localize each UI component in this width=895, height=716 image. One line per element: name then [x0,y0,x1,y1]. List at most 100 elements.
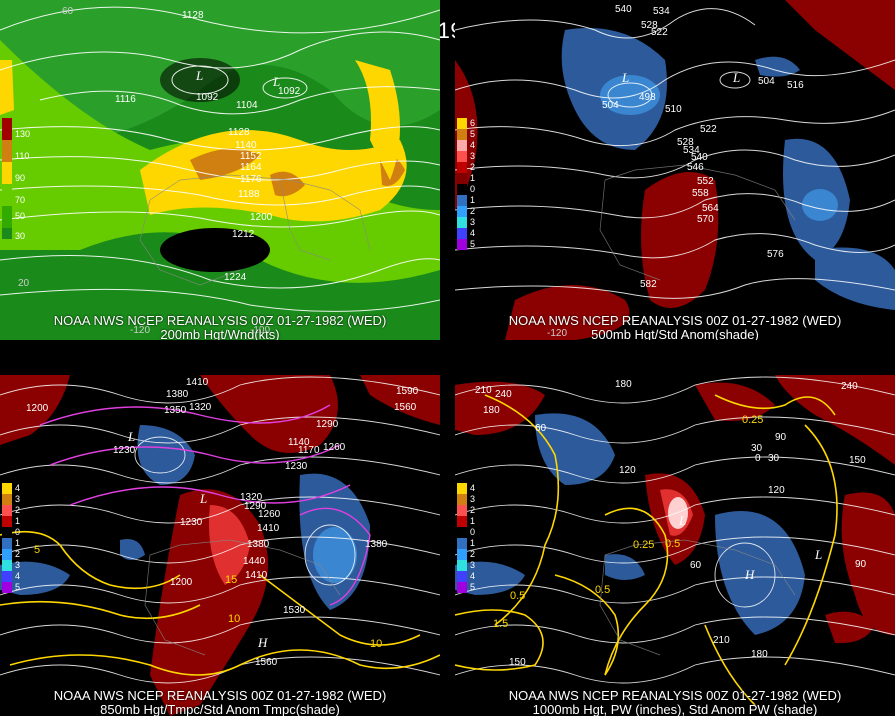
contour-label: 1380 [166,389,189,400]
legend-label: 70 [15,195,26,205]
legend-label: 3 [15,560,21,570]
map-500mb: L L -120 540 534 528 522 504 498 510 504… [455,0,895,340]
high-symbol: H [744,567,755,582]
map-1000mb: L H L 180 240 210 180 150 120 90 60 30 0… [455,375,895,716]
legend-label: 4 [15,483,21,493]
panel-caption: NOAA NWS NCEP REANALYSIS 00Z 01-27-1982 … [508,313,842,328]
map-850mb: L L H 1410 1380 1350 1320 1290 1260 1230… [0,375,440,716]
contour-label: 1380 [247,539,270,550]
contour-label: 1200 [170,577,193,588]
low-symbol: L [678,513,686,528]
legend-label: 4 [15,571,21,581]
contour-label: 30 [751,443,763,454]
legend-label: 1 [470,173,476,183]
contour-label: 1128 [182,10,204,21]
legend-label: 0 [470,184,476,194]
panel-caption: NOAA NWS NCEP REANALYSIS 00Z 01-27-1982 … [53,688,387,703]
contour-label: 552 [697,176,714,187]
low-symbol: L [199,491,207,506]
contour-label: 120 [619,465,636,476]
contour-label: 504 [602,100,619,111]
legend-label: 4 [470,483,476,493]
temp-label: 10 [228,613,240,625]
contour-label: 498 [639,92,656,103]
contour-label: 540 [691,152,708,163]
legend-label: 130 [15,129,31,139]
pw-label: 0.5 [510,590,525,602]
pw-label: 0.5 [665,538,680,550]
contour-label: 60 [690,560,702,571]
legend-label: 2 [470,206,476,216]
lat-label: 60 [62,6,74,17]
legend-label: 50 [15,211,26,221]
legend-label: 5 [470,239,476,249]
low-symbol: L [195,68,203,83]
legend-label: 3 [470,494,476,504]
legend-label: 1 [15,516,21,526]
panel-500mb-height-anomaly: L L -120 540 534 528 522 504 498 510 504… [455,0,895,340]
contour-label: 240 [841,381,858,392]
contour-label: 1230 [180,517,203,528]
contour-label: 0 [755,453,761,464]
contour-label: 180 [483,405,500,416]
contour-label: 1410 [257,523,280,534]
low-symbol: L [621,70,629,85]
contour-label: 1200 [250,212,273,223]
panel-subcaption: 850mb Hgt/Tmpc/Std Anom Tmpc(shade) [100,702,340,716]
contour-label: 1410 [245,570,268,581]
legend-label: 110 [15,151,30,161]
contour-label: 510 [665,104,682,115]
contour-label: 1224 [224,272,247,283]
legend-label: 3 [470,560,476,570]
legend-swatch [2,118,12,129]
panel-1000mb-height-pw: L H L 180 240 210 180 150 120 90 60 30 0… [455,375,895,716]
panel-850mb-height-temp: L L H 1410 1380 1350 1320 1290 1260 1230… [0,375,440,716]
lon-label: -120 [547,328,567,339]
contour-label: 150 [509,657,526,668]
pw-label: 0.5 [595,584,610,596]
legend-label: 3 [470,151,476,161]
legend-label: 1 [470,516,476,526]
high-symbol: H [257,635,268,650]
contour-label: 1092 [196,92,219,103]
legend-label: 4 [470,571,476,581]
legend-label: 1 [15,538,21,548]
panel-subcaption: 1000mb Hgt, PW (inches), Std Anom PW (sh… [532,702,818,716]
contour-label: 1200 [26,403,49,414]
contour-label: 1320 [240,492,263,503]
contour-label: 522 [651,27,668,38]
contour-label: 528 [641,20,658,31]
contour-label: 1104 [236,100,258,111]
contour-label: 1380 [365,539,388,550]
contour-label: 1140 [288,437,310,448]
legend-label: 0 [15,527,21,537]
contour-label: 1410 [186,377,209,388]
contour-label: 1170 [298,445,320,456]
contour-label: 522 [700,124,717,135]
legend-label: 5 [470,582,476,592]
legend-label: 2 [470,505,476,515]
legend-label: 2 [15,549,21,559]
contour-label: 582 [640,279,657,290]
contour-label: 180 [751,649,768,660]
contour-label: 1188 [238,189,260,200]
legend-label: 2 [15,505,21,515]
contour-label: 1230 [113,445,136,456]
contour-label: 1290 [244,501,267,512]
panel-subcaption: 500mb Hgt/Std Anom(shade) [591,327,759,341]
contour-label: 1116 [115,94,136,105]
legend-label: 4 [470,228,476,238]
contour-label: 150 [849,455,866,466]
contour-label: 1290 [316,419,339,430]
panel-caption: NOAA NWS NCEP REANALYSIS 00Z 01-27-1982 … [53,313,387,328]
low-symbol: L [814,547,822,562]
legend-label: 6 [470,118,476,128]
contour-label: 1260 [258,509,281,520]
map-200mb: L L 60 20 -120 -100 1128 1116 1092 1092 … [0,0,440,340]
legend-label: 3 [470,217,476,227]
legend-label: 5 [15,582,21,592]
contour-label: 570 [697,214,714,225]
temp-label: 5 [34,544,40,556]
contour-label: 1530 [283,605,306,616]
contour-label: 1092 [278,86,301,97]
